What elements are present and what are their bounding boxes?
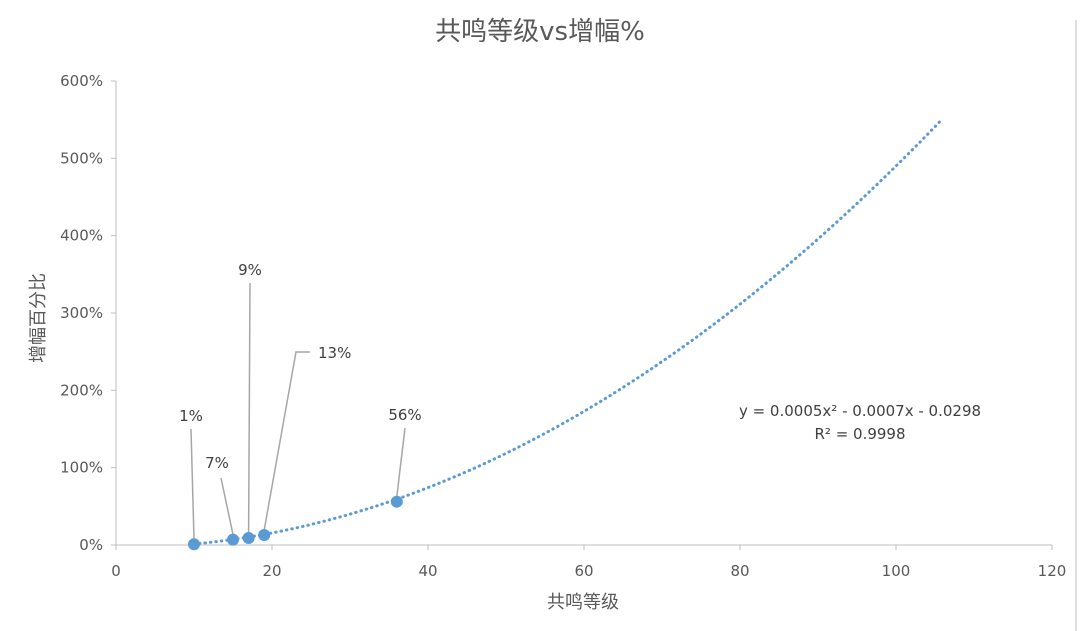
data-point xyxy=(258,528,271,541)
trendline-path xyxy=(192,117,945,546)
leader-line xyxy=(220,477,234,535)
y-tick-label: 0% xyxy=(79,536,103,554)
data-labels: 1% 7% 9% 13% 56% xyxy=(179,261,422,472)
data-point xyxy=(188,538,200,551)
leader-line xyxy=(396,427,406,497)
x-tick-label: 60 xyxy=(574,562,593,580)
y-tick-label: 300% xyxy=(60,304,103,322)
chart-title: 共鸣等级vs增幅% xyxy=(435,17,645,47)
trendline xyxy=(192,117,945,546)
x-tick-label: 120 xyxy=(1038,562,1067,580)
data-point xyxy=(390,495,403,508)
x-tick-label: 20 xyxy=(262,562,281,580)
y-tick-label: 500% xyxy=(60,149,103,167)
y-axis-title: 增幅百分比 xyxy=(28,273,49,363)
x-tick-label: 40 xyxy=(418,562,437,580)
data-point xyxy=(227,533,239,546)
axes: 0 20 40 60 80 100 120 0% 100% 200% 300% 400% 500% 600… xyxy=(60,72,1066,580)
leader-line xyxy=(263,351,310,531)
data-label: 1% xyxy=(179,407,203,425)
x-axis-title: 共鸣等级 xyxy=(547,592,619,613)
data-label: 9% xyxy=(238,261,262,279)
data-points xyxy=(188,495,403,551)
leader-lines xyxy=(190,282,406,540)
y-tick-label: 600% xyxy=(60,72,103,90)
data-label: 13% xyxy=(318,344,351,362)
x-tick-label: 0 xyxy=(111,562,121,580)
x-tick-label: 100 xyxy=(882,562,911,580)
data-label: 7% xyxy=(205,454,229,472)
leader-line xyxy=(247,282,251,534)
data-point xyxy=(242,532,255,545)
y-tick-label: 100% xyxy=(60,459,103,477)
trendline-equation: y = 0.0005x² - 0.0007x - 0.0298 xyxy=(739,402,981,420)
trendline-r-squared: R² = 0.9998 xyxy=(814,425,905,443)
y-tick-label: 400% xyxy=(60,227,103,245)
data-label: 56% xyxy=(388,406,421,424)
y-tick-label: 200% xyxy=(60,381,103,399)
leader-line xyxy=(190,428,195,540)
x-tick-label: 80 xyxy=(730,562,749,580)
